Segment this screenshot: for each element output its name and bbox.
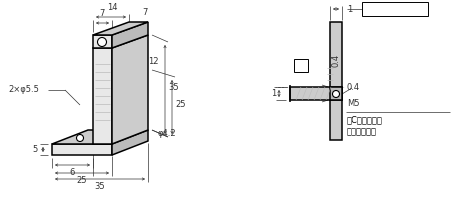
Bar: [361, 2, 427, 16]
Text: 指定のとき）: 指定のとき）: [346, 128, 376, 136]
Circle shape: [76, 134, 83, 141]
Text: 35: 35: [95, 182, 105, 191]
Text: 5: 5: [33, 145, 38, 154]
Polygon shape: [112, 35, 148, 144]
Text: 0.4: 0.4: [346, 83, 359, 92]
Polygon shape: [93, 48, 112, 144]
Text: ⊥: ⊥: [368, 4, 376, 14]
Text: 1: 1: [346, 4, 351, 14]
Polygon shape: [329, 22, 341, 140]
Text: 35: 35: [167, 83, 178, 92]
Bar: [293, 59, 307, 72]
Text: 25: 25: [175, 100, 185, 109]
Polygon shape: [289, 87, 341, 100]
Text: 2×φ5.5: 2×φ5.5: [8, 85, 39, 94]
Text: A: A: [297, 61, 303, 71]
Polygon shape: [52, 130, 148, 144]
Text: A: A: [413, 4, 420, 14]
Text: 14: 14: [106, 3, 117, 12]
Polygon shape: [52, 144, 112, 155]
Text: 0.4: 0.4: [331, 53, 340, 67]
Text: 7: 7: [99, 9, 105, 18]
Polygon shape: [329, 87, 341, 100]
Text: 12: 12: [131, 123, 142, 132]
Text: 1: 1: [270, 89, 275, 98]
Circle shape: [332, 90, 339, 97]
Polygon shape: [112, 22, 148, 48]
Text: M5: M5: [346, 99, 359, 108]
Text: （Cオプション: （Cオプション: [346, 115, 382, 124]
Text: φ4.2: φ4.2: [157, 130, 176, 138]
Text: k: k: [391, 4, 397, 14]
Polygon shape: [112, 130, 148, 155]
Polygon shape: [93, 22, 148, 35]
Text: 12: 12: [148, 58, 158, 66]
Text: 6: 6: [69, 168, 75, 177]
Polygon shape: [93, 35, 112, 48]
Text: 25: 25: [76, 176, 87, 185]
Circle shape: [97, 38, 106, 46]
Text: 7: 7: [142, 8, 147, 17]
